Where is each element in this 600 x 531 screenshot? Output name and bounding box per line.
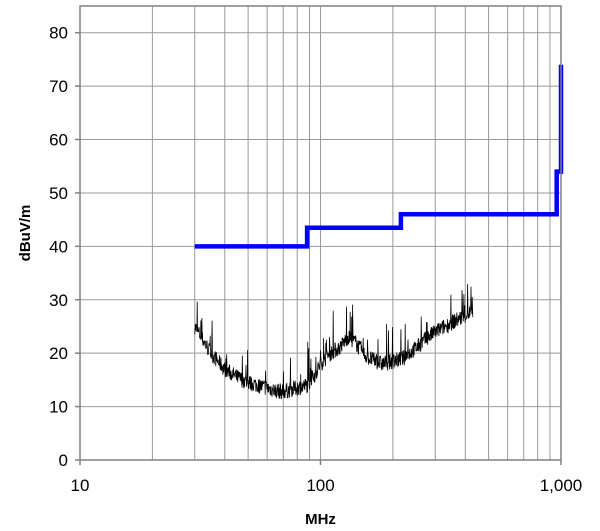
y-tick-label: 80 (49, 24, 68, 43)
y-tick-label: 70 (49, 77, 68, 96)
x-tick-label: 1,000 (540, 476, 583, 495)
y-tick-label: 60 (49, 131, 68, 150)
measurement-trace (194, 283, 474, 400)
x-axis-title: MHz (305, 511, 336, 528)
x-tick-label: 10 (71, 476, 90, 495)
x-tick-label: 100 (306, 476, 334, 495)
y-tick-label: 50 (49, 184, 68, 203)
series-layer (194, 64, 564, 400)
y-tick-label: 10 (49, 398, 68, 417)
y-tick-label: 30 (49, 291, 68, 310)
y-tick-label: 40 (49, 237, 68, 256)
y-axis-title: dBuV/m (17, 205, 34, 262)
limit-line (194, 64, 564, 249)
grid (80, 6, 561, 460)
y-tick-label: 0 (59, 451, 68, 470)
y-tick-label: 20 (49, 344, 68, 363)
